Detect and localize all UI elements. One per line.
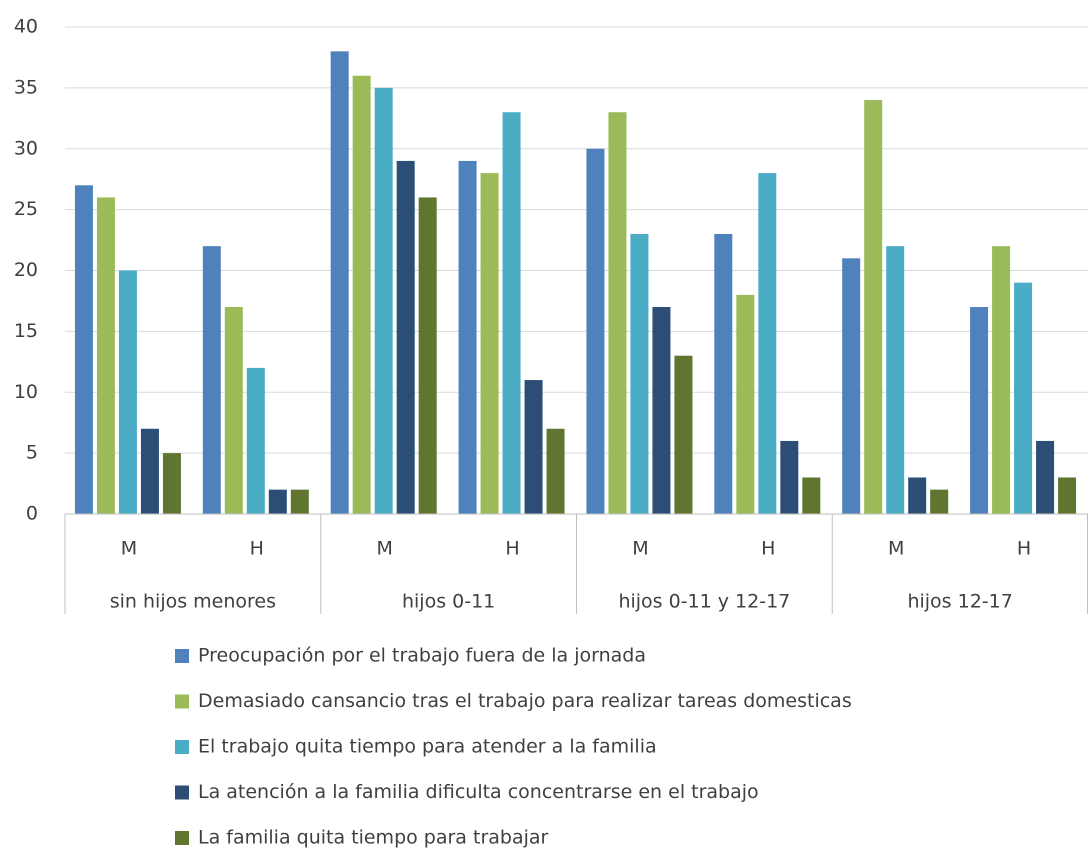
legend-label: La familia quita tiempo para trabajar xyxy=(198,827,549,849)
group-label: hijos 0-11 xyxy=(402,591,495,613)
bar xyxy=(608,112,627,514)
bar xyxy=(992,246,1011,514)
bar xyxy=(970,307,989,514)
bar xyxy=(96,197,115,514)
bar xyxy=(758,173,777,514)
legend-swatch xyxy=(175,785,189,800)
bar xyxy=(268,489,287,514)
bar xyxy=(1058,477,1077,514)
y-tick-label: 15 xyxy=(14,320,38,342)
bar xyxy=(246,367,265,514)
bar xyxy=(930,489,949,514)
x-tick-label: M xyxy=(632,538,648,560)
group-label: hijos 0-11 y 12-17 xyxy=(618,591,790,613)
x-tick-label: M xyxy=(376,538,392,560)
y-tick-label: 0 xyxy=(26,503,38,525)
bar xyxy=(418,197,437,514)
bar xyxy=(886,246,905,514)
bar xyxy=(396,160,415,515)
bar xyxy=(1036,440,1055,514)
y-tick-label: 40 xyxy=(14,16,38,38)
y-tick-label: 5 xyxy=(26,442,38,464)
bar xyxy=(118,270,137,514)
bar xyxy=(802,477,821,514)
bar xyxy=(546,428,565,514)
x-tick-label: M xyxy=(888,538,904,560)
y-tick-label: 35 xyxy=(14,76,38,98)
bar xyxy=(864,100,883,515)
bar xyxy=(780,440,799,514)
legend-label: El trabajo quita tiempo para atender a l… xyxy=(198,736,657,758)
legend-label: La atención a la familia dificulta conce… xyxy=(198,781,759,803)
legend-label: Demasiado cansancio tras el trabajo para… xyxy=(198,690,852,712)
bar xyxy=(502,112,521,514)
bar xyxy=(586,148,605,514)
legend-swatch xyxy=(175,649,189,663)
bar xyxy=(330,51,349,514)
bar xyxy=(458,160,477,515)
bar xyxy=(202,246,221,514)
bar xyxy=(652,307,671,514)
bar xyxy=(352,75,371,514)
bar xyxy=(736,294,755,514)
bar xyxy=(842,258,861,514)
legend-label: Preocupación por el trabajo fuera de la … xyxy=(198,645,646,667)
legend-swatch xyxy=(175,694,189,709)
x-tick-label: H xyxy=(505,538,519,560)
legend-swatch xyxy=(175,740,189,754)
group-label: sin hijos menores xyxy=(110,591,276,613)
bar xyxy=(1014,282,1033,514)
legend-swatch xyxy=(175,831,189,845)
y-tick-label: 10 xyxy=(14,381,38,403)
x-tick-label: H xyxy=(761,538,775,560)
bar xyxy=(140,428,159,514)
x-tick-label: H xyxy=(1017,538,1031,560)
bar xyxy=(524,380,543,514)
x-tick-label: H xyxy=(250,538,264,560)
bar xyxy=(162,453,181,514)
y-tick-label: 25 xyxy=(14,198,38,220)
x-tick-label: M xyxy=(121,538,137,560)
bar xyxy=(630,233,649,514)
bar xyxy=(74,185,93,514)
bar xyxy=(290,489,309,514)
bar xyxy=(224,307,243,514)
bar xyxy=(714,233,733,514)
group-label: hijos 12-17 xyxy=(907,591,1012,613)
y-tick-label: 20 xyxy=(14,259,38,281)
y-tick-label: 30 xyxy=(14,137,38,159)
bar xyxy=(908,477,927,514)
bar xyxy=(374,87,393,514)
bar xyxy=(480,173,499,514)
bar xyxy=(674,355,693,514)
